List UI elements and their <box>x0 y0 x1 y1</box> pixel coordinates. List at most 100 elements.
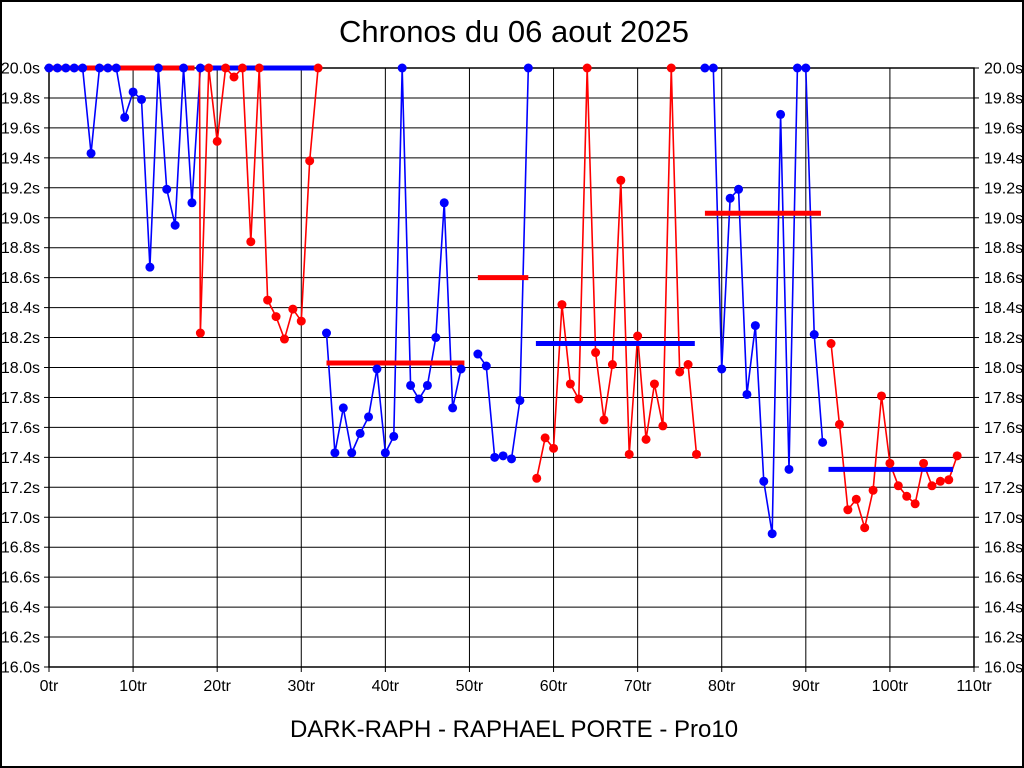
x-axis-label: 100tr <box>872 678 909 695</box>
y-axis-label-left: 18.4s <box>2 300 40 317</box>
data-point-heat1 <box>128 87 138 97</box>
y-axis-label-right: 17.4s <box>984 450 1023 467</box>
data-point-heat1 <box>179 63 189 73</box>
data-point-heat6 <box>767 529 777 539</box>
data-point-heat3 <box>397 63 407 73</box>
data-point-heat6 <box>792 63 802 73</box>
data-point-heat2 <box>195 328 205 338</box>
data-point-heat5 <box>582 63 592 73</box>
driver-label: DARK-RAPH - RAPHAEL PORTE - Pro10 <box>289 716 739 743</box>
y-axis-label-left: 16.0s <box>2 660 40 677</box>
data-point-heat4 <box>515 395 525 405</box>
data-point-heat5 <box>565 379 575 389</box>
data-point-heat5 <box>683 360 693 370</box>
x-axis-label: 10tr <box>119 678 147 695</box>
y-axis-label-left: 16.2s <box>2 630 40 647</box>
data-point-heat6 <box>784 464 794 474</box>
x-axis-label: 110tr <box>956 678 992 695</box>
data-point-heat5 <box>607 360 617 370</box>
data-point-heat7 <box>893 481 903 491</box>
data-point-heat3 <box>422 380 432 390</box>
y-axis-label-right: 19.0s <box>984 210 1023 227</box>
y-axis-label-left: 17.4s <box>2 450 40 467</box>
data-point-heat3 <box>364 412 374 422</box>
data-point-heat7 <box>910 499 920 509</box>
data-point-heat1 <box>78 63 88 73</box>
data-point-heat7 <box>944 475 954 485</box>
y-axis-label-left: 18.2s <box>2 330 40 347</box>
data-point-heat6 <box>809 330 819 340</box>
data-point-heat1 <box>195 63 205 73</box>
data-point-heat5 <box>616 175 626 185</box>
data-point-heat5 <box>540 433 550 443</box>
y-axis-label-right: 16.0s <box>984 660 1023 677</box>
data-point-heat1 <box>52 63 62 73</box>
data-point-heat4 <box>498 451 508 461</box>
y-axis-label-left: 17.6s <box>2 420 40 437</box>
data-point-heat4 <box>523 63 533 73</box>
data-point-heat3 <box>448 403 458 413</box>
data-point-heat3 <box>372 364 382 374</box>
data-point-heat1 <box>162 184 172 194</box>
y-axis-label-right: 17.0s <box>984 510 1023 527</box>
data-point-heat5 <box>532 473 542 483</box>
data-point-heat1 <box>145 262 155 272</box>
y-axis-label-right: 19.8s <box>984 90 1023 107</box>
data-point-heat2 <box>313 63 323 73</box>
y-axis-label-right: 16.4s <box>984 600 1023 617</box>
x-axis-label: 90tr <box>792 678 820 695</box>
plot-border <box>48 67 975 668</box>
x-axis-label: 20tr <box>203 678 231 695</box>
y-axis-label-right: 18.4s <box>984 300 1023 317</box>
data-point-heat7 <box>927 481 937 491</box>
data-point-heat5 <box>574 394 584 404</box>
data-point-heat5 <box>557 300 567 310</box>
data-point-heat5 <box>599 415 609 425</box>
y-axis-label-right: 18.0s <box>984 360 1023 377</box>
x-axis-label: 70tr <box>624 678 652 695</box>
data-point-heat2 <box>221 63 231 73</box>
data-point-heat2 <box>263 295 273 305</box>
y-axis-label-right: 20.0s <box>984 61 1023 78</box>
data-point-heat7 <box>902 491 912 501</box>
chart-title: Chronos du 06 aout 2025 <box>339 14 689 49</box>
data-point-heat6 <box>750 321 760 331</box>
data-point-heat3 <box>389 431 399 441</box>
data-point-heat7 <box>935 476 945 486</box>
y-axis-label-left: 18.6s <box>2 270 40 287</box>
data-point-heat7 <box>877 391 886 401</box>
y-axis-label-right: 19.4s <box>984 150 1023 167</box>
data-point-heat2 <box>229 72 239 82</box>
data-point-heat2 <box>212 136 222 146</box>
data-point-heat1 <box>120 112 130 122</box>
y-axis-label-left: 19.4s <box>2 150 40 167</box>
data-point-heat1 <box>137 94 146 104</box>
data-point-heat1 <box>187 198 197 208</box>
y-axis-label-left: 19.8s <box>2 90 40 107</box>
data-point-heat5 <box>692 449 701 459</box>
data-point-heat7 <box>826 339 836 349</box>
data-point-heat7 <box>843 505 853 515</box>
data-point-heat3 <box>406 380 416 390</box>
y-axis-label-left: 16.8s <box>2 540 40 557</box>
data-point-heat1 <box>86 148 96 158</box>
data-point-heat1 <box>94 63 104 73</box>
data-point-heat7 <box>952 451 962 461</box>
data-point-heat2 <box>288 304 298 314</box>
data-point-heat4 <box>473 349 483 359</box>
data-point-heat1 <box>103 63 113 73</box>
y-axis-label-left: 20.0s <box>2 61 40 78</box>
data-point-heat3 <box>456 364 466 374</box>
data-point-heat6 <box>818 437 828 447</box>
data-point-heat4 <box>481 361 491 371</box>
x-axis-label: 60tr <box>540 678 568 695</box>
data-point-heat2 <box>246 237 256 247</box>
data-point-heat6 <box>776 109 786 119</box>
data-point-heat7 <box>834 419 844 429</box>
series-line-heat2 <box>198 66 319 342</box>
data-point-heat7 <box>885 458 895 468</box>
y-axis-label-right: 17.6s <box>984 420 1023 437</box>
data-point-heat6 <box>734 184 744 194</box>
